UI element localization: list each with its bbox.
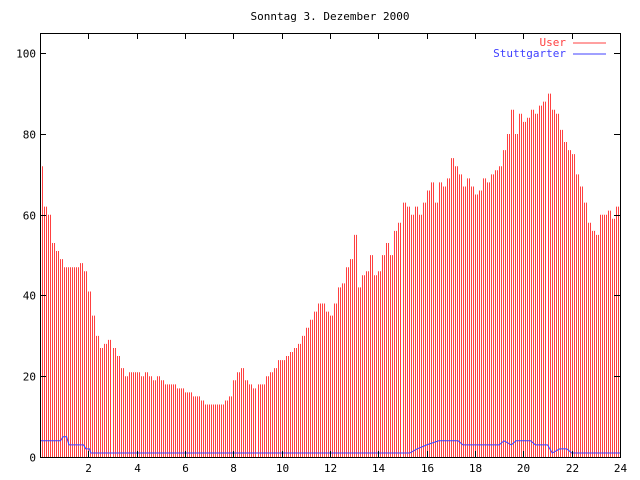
x-tick-label: 2 xyxy=(85,462,92,475)
x-tick-label: 16 xyxy=(421,462,434,475)
stuttgarter-line xyxy=(40,436,620,454)
y-tick-label: 100 xyxy=(16,48,36,61)
y-tick-label: 60 xyxy=(23,210,36,223)
x-tick-label: 4 xyxy=(134,462,141,475)
x-tick-label: 18 xyxy=(469,462,482,475)
stuttgarter-line-group xyxy=(40,436,620,454)
y-tick-label: 20 xyxy=(23,371,36,384)
y-tick-label: 80 xyxy=(23,129,36,142)
x-tick-label: 24 xyxy=(614,462,628,475)
x-tick-label: 12 xyxy=(324,462,337,475)
x-tick-label: 20 xyxy=(517,462,530,475)
x-tick-label: 14 xyxy=(372,462,386,475)
x-tick-label: 22 xyxy=(566,462,579,475)
legend: User Stuttgarter xyxy=(493,36,606,60)
chart-title: Sonntag 3. Dezember 2000 xyxy=(251,10,410,23)
y-tick-label: 0 xyxy=(29,452,36,465)
x-tick-label: 8 xyxy=(230,462,237,475)
y-tick-label: 40 xyxy=(23,290,36,303)
legend-label-stuttgarter: Stuttgarter xyxy=(493,47,566,60)
x-tick-label: 10 xyxy=(276,462,289,475)
user-bars xyxy=(40,93,621,457)
x-tick-label: 6 xyxy=(182,462,189,475)
legend-label-user: User xyxy=(540,36,567,49)
